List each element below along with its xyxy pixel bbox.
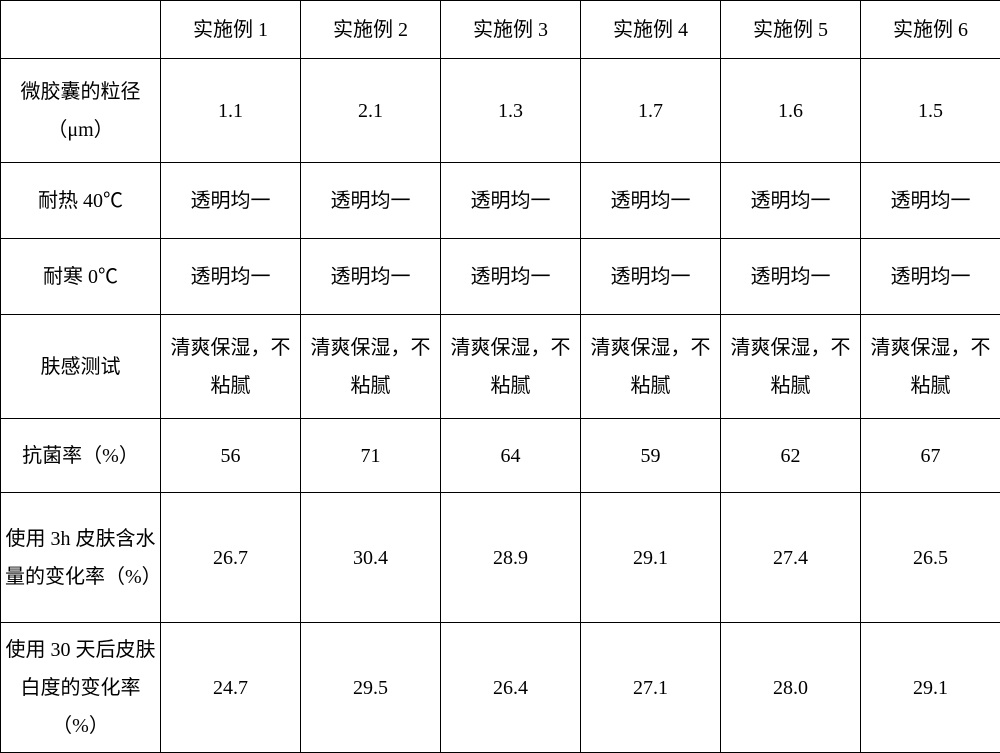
- cell: 59: [581, 419, 721, 493]
- cell: 透明均一: [721, 163, 861, 239]
- cell: 清爽保湿，不粘腻: [301, 315, 441, 419]
- table-row: 肤感测试 清爽保湿，不粘腻 清爽保湿，不粘腻 清爽保湿，不粘腻 清爽保湿，不粘腻…: [1, 315, 1000, 419]
- table-row: 微胶囊的粒径（μm） 1.1 2.1 1.3 1.7 1.6 1.5: [1, 59, 1000, 163]
- cell: 清爽保湿，不粘腻: [161, 315, 301, 419]
- header-col-1: 实施例 1: [161, 1, 301, 59]
- cell: 透明均一: [441, 163, 581, 239]
- cell: 67: [861, 419, 1000, 493]
- cell: 29.5: [301, 623, 441, 753]
- cell: 透明均一: [721, 239, 861, 315]
- row-label: 肤感测试: [1, 315, 161, 419]
- cell: 30.4: [301, 493, 441, 623]
- cell: 28.9: [441, 493, 581, 623]
- cell: 1.5: [861, 59, 1000, 163]
- cell: 透明均一: [581, 163, 721, 239]
- row-label: 耐热 40℃: [1, 163, 161, 239]
- cell: 透明均一: [161, 163, 301, 239]
- cell: 透明均一: [301, 239, 441, 315]
- cell: 清爽保湿，不粘腻: [721, 315, 861, 419]
- cell: 1.6: [721, 59, 861, 163]
- row-label: 使用 30 天后皮肤白度的变化率（%）: [1, 623, 161, 753]
- cell: 透明均一: [861, 163, 1000, 239]
- cell: 透明均一: [161, 239, 301, 315]
- header-col-6: 实施例 6: [861, 1, 1000, 59]
- cell: 清爽保湿，不粘腻: [581, 315, 721, 419]
- cell: 2.1: [301, 59, 441, 163]
- cell: 29.1: [861, 623, 1000, 753]
- cell: 清爽保湿，不粘腻: [441, 315, 581, 419]
- cell: 1.1: [161, 59, 301, 163]
- cell: 1.7: [581, 59, 721, 163]
- table-header-row: 实施例 1 实施例 2 实施例 3 实施例 4 实施例 5 实施例 6: [1, 1, 1000, 59]
- header-col-4: 实施例 4: [581, 1, 721, 59]
- table-row: 使用 30 天后皮肤白度的变化率（%） 24.7 29.5 26.4 27.1 …: [1, 623, 1000, 753]
- cell: 透明均一: [861, 239, 1000, 315]
- cell: 透明均一: [441, 239, 581, 315]
- header-col-5: 实施例 5: [721, 1, 861, 59]
- cell: 27.4: [721, 493, 861, 623]
- cell: 62: [721, 419, 861, 493]
- row-label: 抗菌率（%）: [1, 419, 161, 493]
- data-table: 实施例 1 实施例 2 实施例 3 实施例 4 实施例 5 实施例 6 微胶囊的…: [0, 0, 1000, 753]
- table-row: 耐热 40℃ 透明均一 透明均一 透明均一 透明均一 透明均一 透明均一: [1, 163, 1000, 239]
- cell: 28.0: [721, 623, 861, 753]
- table-row: 耐寒 0℃ 透明均一 透明均一 透明均一 透明均一 透明均一 透明均一: [1, 239, 1000, 315]
- cell: 26.7: [161, 493, 301, 623]
- cell: 26.5: [861, 493, 1000, 623]
- cell: 透明均一: [581, 239, 721, 315]
- cell: 透明均一: [301, 163, 441, 239]
- cell: 64: [441, 419, 581, 493]
- cell: 24.7: [161, 623, 301, 753]
- cell: 26.4: [441, 623, 581, 753]
- table-row: 使用 3h 皮肤含水量的变化率（%） 26.7 30.4 28.9 29.1 2…: [1, 493, 1000, 623]
- cell: 56: [161, 419, 301, 493]
- cell: 71: [301, 419, 441, 493]
- row-label: 微胶囊的粒径（μm）: [1, 59, 161, 163]
- header-col-3: 实施例 3: [441, 1, 581, 59]
- cell: 29.1: [581, 493, 721, 623]
- cell: 1.3: [441, 59, 581, 163]
- table-row: 抗菌率（%） 56 71 64 59 62 67: [1, 419, 1000, 493]
- row-label: 使用 3h 皮肤含水量的变化率（%）: [1, 493, 161, 623]
- cell: 清爽保湿，不粘腻: [861, 315, 1000, 419]
- header-blank: [1, 1, 161, 59]
- header-col-2: 实施例 2: [301, 1, 441, 59]
- cell: 27.1: [581, 623, 721, 753]
- row-label: 耐寒 0℃: [1, 239, 161, 315]
